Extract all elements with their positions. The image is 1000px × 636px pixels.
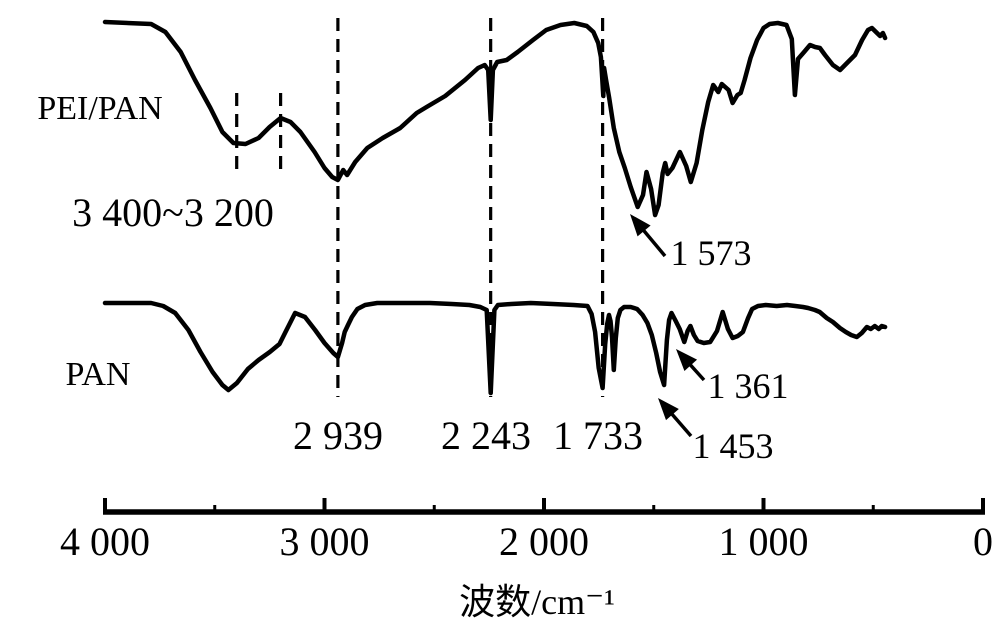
peak-label-1733: 1 733 (553, 413, 643, 458)
band-label-3400-3200: 3 400~3 200 (72, 190, 274, 235)
arrow-head-1453 (658, 398, 679, 421)
x-tick-label-2000: 2 000 (499, 519, 589, 564)
x-tick-label-1000: 1 000 (718, 519, 809, 564)
series-label-pan: PAN (65, 356, 131, 393)
peak-label-2939: 2 939 (293, 413, 383, 458)
pei-pan-spectrum-curve (102, 19, 888, 218)
peak-label-2243: 2 243 (441, 413, 531, 458)
peak-label-1453: 1 453 (692, 426, 774, 466)
series-label-pei-pan: PEI/PAN (37, 90, 163, 127)
pan-spectrum-curve (102, 300, 888, 396)
arrow-head-1361 (676, 349, 698, 372)
arrow-stem-1453 (668, 410, 693, 438)
peak-label-1573: 1 573 (670, 233, 752, 273)
arrow-head-1573 (630, 214, 651, 237)
x-tick-label-3000: 3 000 (279, 519, 370, 564)
x-tick-label-4000: 4 000 (60, 519, 150, 564)
x-tick-label-0: 0 (973, 519, 993, 564)
peak-label-1361: 1 361 (707, 366, 789, 406)
arrow-stem-1573 (640, 226, 667, 258)
x-axis-title: 波数/cm⁻¹ (459, 582, 615, 622)
